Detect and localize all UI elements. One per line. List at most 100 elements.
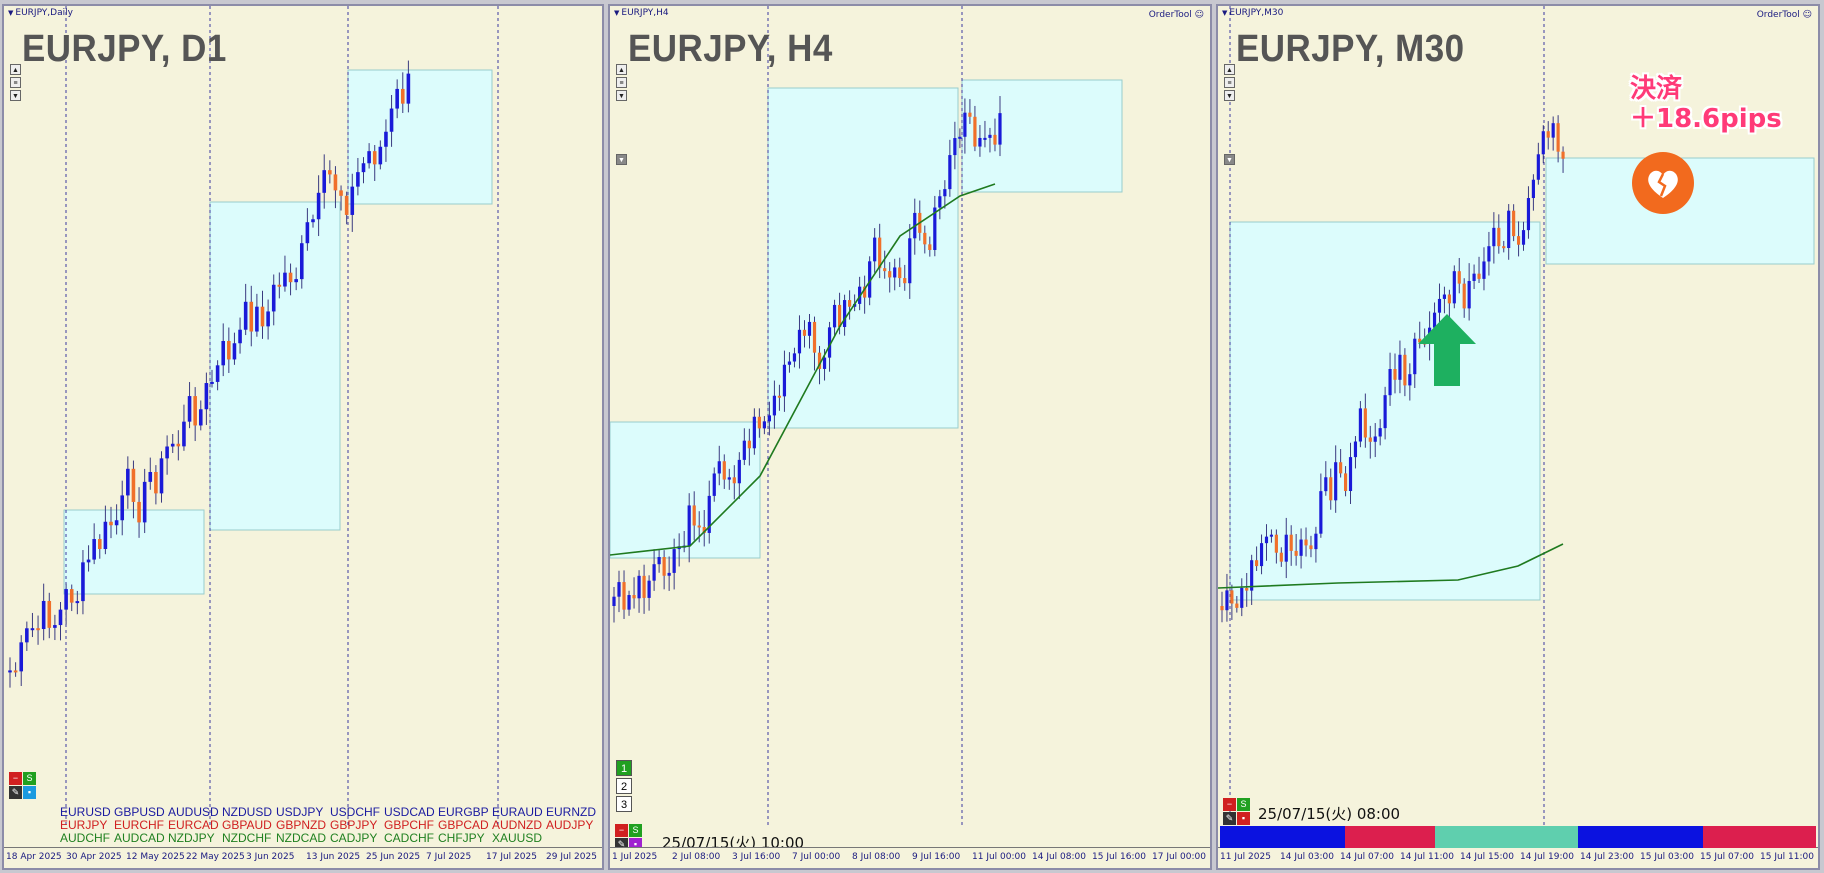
- symbol-item[interactable]: EURGBP: [438, 805, 489, 819]
- down-marker-button[interactable]: ▼: [1224, 154, 1235, 165]
- symbol-item[interactable]: EURAUD: [492, 805, 543, 819]
- scroll-up-button[interactable]: ▲: [616, 64, 627, 75]
- candle-body: [1353, 441, 1358, 458]
- x-axis-label: 3 Jul 16:00: [732, 852, 781, 862]
- candle-body: [868, 261, 872, 298]
- symbol-item[interactable]: GBPCAD: [438, 818, 489, 832]
- scroll-down-button[interactable]: ▼: [1224, 90, 1235, 101]
- x-axis-label: 11 Jul 2025: [1220, 852, 1271, 862]
- order-tool-label[interactable]: OrderTool ☺: [1148, 10, 1204, 20]
- number-button-1[interactable]: 1: [616, 760, 632, 776]
- symbol-item[interactable]: EURNZD: [546, 805, 596, 819]
- candle-body: [1561, 151, 1565, 159]
- chart-window-m30[interactable]: ▼ EURJPY,M30 OrderTool ☺ EURJPY, M30 ▲ ≡ …: [1216, 4, 1820, 870]
- chart-window-d1[interactable]: ▼ EURJPY,Daily EURJPY, D1 ▲ ≡ ▼ − S ✎ ▪ E…: [2, 4, 604, 870]
- candle-body: [817, 352, 822, 369]
- candle-body: [757, 416, 761, 429]
- symbol-item[interactable]: AUDCAD: [114, 831, 165, 845]
- x-axis-label: 9 Jul 16:00: [912, 852, 961, 862]
- candle-body: [888, 271, 892, 278]
- candle-body: [170, 443, 175, 447]
- symbol-item[interactable]: EURCHF: [114, 818, 164, 832]
- candle-body: [1467, 280, 1471, 309]
- candle-body: [1284, 534, 1288, 562]
- symbol-item[interactable]: AUDCHF: [60, 831, 110, 845]
- candle-body: [1507, 210, 1511, 248]
- symbol-item[interactable]: AUDUSD: [168, 805, 219, 819]
- x-axis-label: 18 Apr 2025: [6, 852, 62, 862]
- eraser-icon[interactable]: ✎: [1223, 812, 1236, 825]
- candle-body: [767, 415, 772, 422]
- candle-body: [1373, 436, 1377, 442]
- order-tool-label[interactable]: OrderTool ☺: [1756, 10, 1812, 20]
- chart-window-h4[interactable]: ▼ EURJPY,H4 OrderTool ☺ EURJPY, H4 ▲ ≡ ▼ …: [608, 4, 1212, 870]
- candle-body: [1304, 539, 1308, 546]
- s-button[interactable]: S: [1237, 798, 1250, 811]
- candle-body: [978, 137, 982, 147]
- scroll-down-button[interactable]: ▼: [10, 90, 21, 101]
- s-button[interactable]: S: [23, 772, 36, 785]
- settings-icon[interactable]: ▪: [1237, 812, 1250, 825]
- symbol-item[interactable]: EURJPY: [60, 818, 108, 832]
- symbol-item[interactable]: USDJPY: [276, 805, 324, 819]
- currency-strength-bar: [1220, 826, 1816, 848]
- candle-body: [1452, 271, 1456, 304]
- eraser-icon[interactable]: ✎: [9, 786, 22, 799]
- minus-button[interactable]: −: [1223, 798, 1236, 811]
- dropdown-triangle-icon[interactable]: ▼: [614, 9, 620, 17]
- symbol-item[interactable]: CADJPY: [330, 831, 378, 845]
- candle-body: [81, 562, 85, 602]
- symbol-item[interactable]: NZDCHF: [222, 831, 272, 845]
- candle-body: [1324, 477, 1328, 492]
- candle-body: [378, 146, 383, 165]
- strength-segment: [1577, 826, 1703, 848]
- zoom-button[interactable]: ≡: [1224, 77, 1235, 88]
- symbol-item[interactable]: USDCHF: [330, 805, 380, 819]
- candle-body: [632, 595, 636, 599]
- dropdown-triangle-icon[interactable]: ▼: [8, 9, 14, 17]
- candle-body: [30, 628, 35, 631]
- candle-body: [822, 357, 827, 369]
- symbol-item[interactable]: CADCHF: [384, 831, 434, 845]
- symbol-item[interactable]: CHFJPY: [438, 831, 485, 845]
- symbol-item[interactable]: NZDUSD: [222, 805, 272, 819]
- window-title-text: EURJPY,H4: [621, 8, 669, 18]
- symbol-timeframe-title: EURJPY, H4: [628, 28, 833, 70]
- candle-body: [1358, 408, 1362, 442]
- candle-body: [333, 174, 338, 191]
- scroll-up-button[interactable]: ▲: [10, 64, 21, 75]
- symbol-item[interactable]: GBPNZD: [276, 818, 327, 832]
- symbol-item[interactable]: USDCAD: [384, 805, 435, 819]
- candle-body: [198, 409, 203, 426]
- settings-icon[interactable]: ▪: [23, 786, 36, 799]
- candle-body: [707, 495, 711, 533]
- range-box: [767, 87, 959, 429]
- symbol-item[interactable]: AUDJPY: [546, 818, 594, 832]
- symbol-item[interactable]: GBPAUD: [222, 818, 272, 832]
- candle-body: [627, 595, 631, 610]
- zoom-button[interactable]: ≡: [616, 77, 627, 88]
- x-axis-d1: 18 Apr 2025 30 Apr 2025 12 May 2025 22 May …: [4, 847, 602, 868]
- symbol-item[interactable]: GBPCHF: [384, 818, 435, 832]
- symbol-item[interactable]: NZDJPY: [168, 831, 215, 845]
- symbol-item[interactable]: EURUSD: [60, 805, 111, 819]
- minus-button[interactable]: −: [615, 824, 628, 837]
- range-box: [347, 69, 493, 205]
- number-button-2[interactable]: 2: [616, 778, 632, 794]
- zoom-button[interactable]: ≡: [10, 77, 21, 88]
- symbol-item[interactable]: GBPJPY: [330, 818, 378, 832]
- symbol-item[interactable]: AUDNZD: [492, 818, 542, 832]
- scroll-up-button[interactable]: ▲: [1224, 64, 1235, 75]
- down-marker-button[interactable]: ▼: [616, 154, 627, 165]
- minus-button[interactable]: −: [9, 772, 22, 785]
- candle-body: [187, 396, 192, 422]
- symbol-item[interactable]: NZDCAD: [276, 831, 326, 845]
- number-button-3[interactable]: 3: [616, 796, 632, 812]
- scroll-down-button[interactable]: ▼: [616, 90, 627, 101]
- candle-chart-d1: [8, 6, 499, 826]
- s-button[interactable]: S: [629, 824, 642, 837]
- symbol-item[interactable]: XAUUSD: [492, 831, 543, 845]
- dropdown-triangle-icon[interactable]: ▼: [1222, 9, 1228, 17]
- symbol-item[interactable]: EURCAD: [168, 818, 219, 832]
- symbol-item[interactable]: GBPUSD: [114, 805, 165, 819]
